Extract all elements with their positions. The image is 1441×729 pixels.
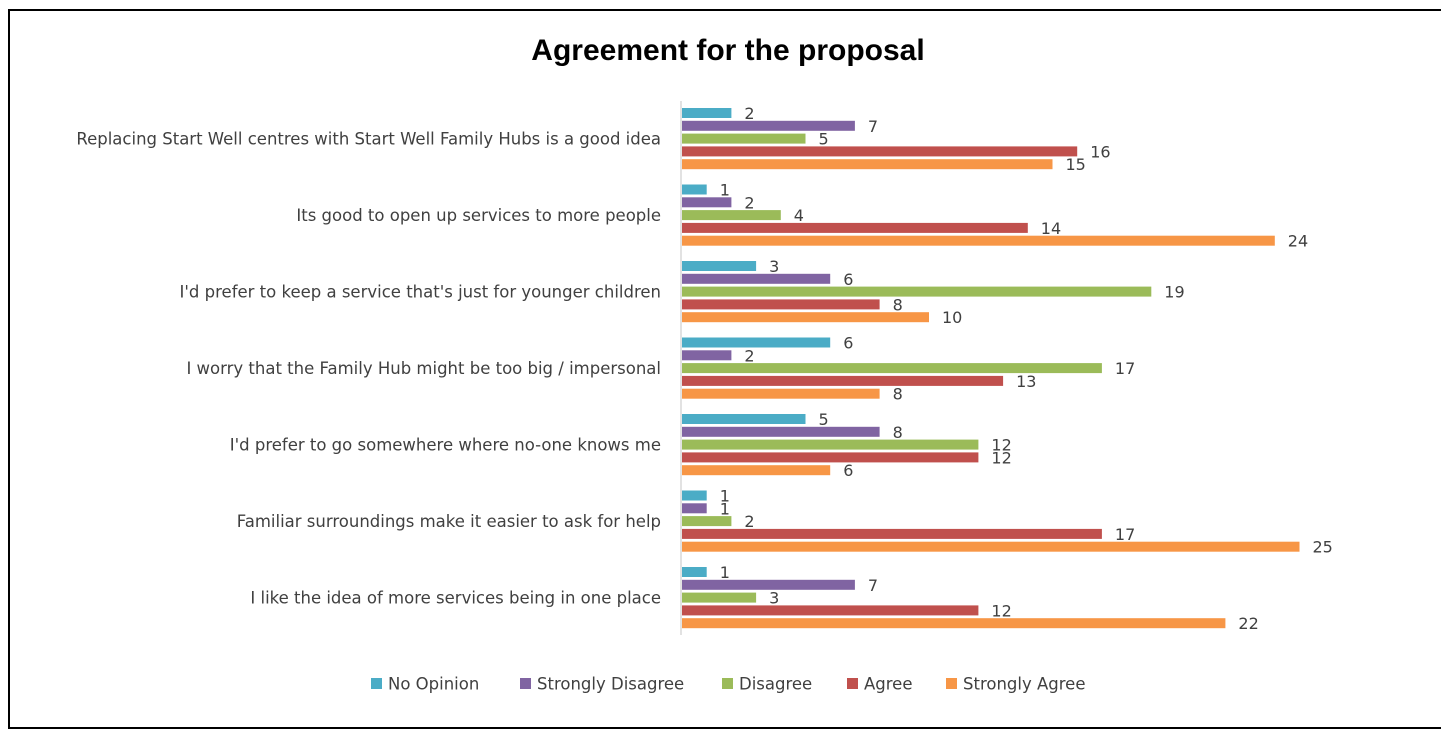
data-label: 1 xyxy=(720,487,730,506)
bar-agree xyxy=(682,299,880,310)
bar-strongly-disagree xyxy=(682,197,732,208)
chart-canvas: Replacing Start Well centres with Start … xyxy=(76,101,1333,694)
data-label: 13 xyxy=(1016,372,1036,391)
data-label: 8 xyxy=(893,295,903,314)
legend-label: No Opinion xyxy=(388,675,479,694)
bar-no-opinion xyxy=(682,261,757,271)
data-label: 2 xyxy=(744,346,754,365)
data-label: 7 xyxy=(868,117,878,136)
bar-no-opinion xyxy=(682,414,806,424)
bar-strongly-disagree xyxy=(682,273,831,284)
data-label: 6 xyxy=(843,270,853,289)
data-label: 17 xyxy=(1115,359,1135,378)
bar-strongly-disagree xyxy=(682,350,732,361)
category-labels: Replacing Start Well centres with Start … xyxy=(76,130,661,608)
legend-label: Strongly Agree xyxy=(963,675,1085,694)
category-label: Replacing Start Well centres with Start … xyxy=(76,130,661,149)
legend-swatch xyxy=(946,678,957,689)
data-label: 3 xyxy=(769,257,779,276)
data-label: 19 xyxy=(1164,283,1184,302)
data-label: 12 xyxy=(991,448,1011,467)
data-label: 5 xyxy=(819,410,829,429)
data-label: 1 xyxy=(720,563,730,582)
bar-strongly-disagree xyxy=(682,579,855,590)
bar-strongly-agree xyxy=(682,541,1300,552)
bar-agree xyxy=(682,528,1102,539)
data-labels: 2751615124142436198106217138581212611217… xyxy=(720,104,1333,633)
legend-swatch xyxy=(371,678,382,689)
bar-agree xyxy=(682,146,1078,157)
bar-strongly-disagree xyxy=(682,120,855,131)
chart-title: Agreement for the proposal xyxy=(531,34,925,67)
data-label: 8 xyxy=(893,423,903,442)
data-label: 14 xyxy=(1041,219,1061,238)
data-label: 17 xyxy=(1115,525,1135,544)
legend: No Opinion Strongly Disagree Disagree Agree… xyxy=(371,675,1085,694)
data-label: 16 xyxy=(1090,142,1110,161)
data-label: 6 xyxy=(843,334,853,353)
data-label: 5 xyxy=(819,130,829,149)
bar-strongly-agree xyxy=(682,312,929,323)
category-label: I'd prefer to keep a service that's just… xyxy=(180,283,661,302)
category-label: I'd prefer to go somewhere where no-one … xyxy=(230,436,661,455)
bar-agree xyxy=(682,605,979,616)
category-label: Its good to open up services to more peo… xyxy=(296,206,661,225)
data-label: 2 xyxy=(744,104,754,123)
data-label: 22 xyxy=(1238,614,1258,633)
bar-agree xyxy=(682,375,1004,386)
category-label: I like the idea of more services being i… xyxy=(250,589,661,608)
data-label: 2 xyxy=(744,193,754,212)
data-label: 12 xyxy=(991,436,1011,455)
bar-disagree xyxy=(682,133,806,144)
bar-no-opinion xyxy=(682,108,732,118)
bar-strongly-agree xyxy=(682,159,1053,170)
bar-disagree xyxy=(682,210,781,221)
bar-agree xyxy=(682,452,979,463)
legend-label: Strongly Disagree xyxy=(537,675,684,694)
bar-no-opinion xyxy=(682,337,831,348)
data-label: 24 xyxy=(1288,232,1308,251)
bar-strongly-disagree xyxy=(682,503,707,514)
data-label: 10 xyxy=(942,308,962,327)
bar-disagree xyxy=(682,439,979,450)
data-label: 8 xyxy=(893,385,903,404)
bars xyxy=(682,108,1300,629)
bar-no-opinion xyxy=(682,567,707,577)
bar-agree xyxy=(682,222,1028,233)
bar-disagree xyxy=(682,286,1152,297)
bar-strongly-agree xyxy=(682,618,1226,629)
bar-strongly-agree xyxy=(682,388,880,399)
data-label: 6 xyxy=(843,461,853,480)
legend-swatch xyxy=(520,678,531,689)
data-label: 1 xyxy=(720,181,730,200)
bar-disagree xyxy=(682,516,732,527)
data-label: 4 xyxy=(794,206,804,225)
category-label: Familiar surroundings make it easier to … xyxy=(237,512,661,531)
legend-swatch xyxy=(722,678,733,689)
data-label: 3 xyxy=(769,589,779,608)
data-label: 1 xyxy=(720,499,730,518)
bar-strongly-agree xyxy=(682,465,831,476)
legend-label: Disagree xyxy=(739,675,812,694)
bar-disagree xyxy=(682,363,1102,374)
bar-strongly-disagree xyxy=(682,426,880,437)
legend-swatch xyxy=(847,678,858,689)
bar-strongly-agree xyxy=(682,235,1275,246)
bar-disagree xyxy=(682,592,757,603)
data-label: 2 xyxy=(744,512,754,531)
bar-no-opinion xyxy=(682,184,707,195)
category-label: I worry that the Family Hub might be too… xyxy=(186,359,661,378)
data-label: 12 xyxy=(991,601,1011,620)
data-label: 7 xyxy=(868,576,878,595)
data-label: 25 xyxy=(1313,538,1333,557)
legend-label: Agree xyxy=(864,675,913,694)
data-label: 15 xyxy=(1066,155,1086,174)
bar-no-opinion xyxy=(682,490,707,501)
